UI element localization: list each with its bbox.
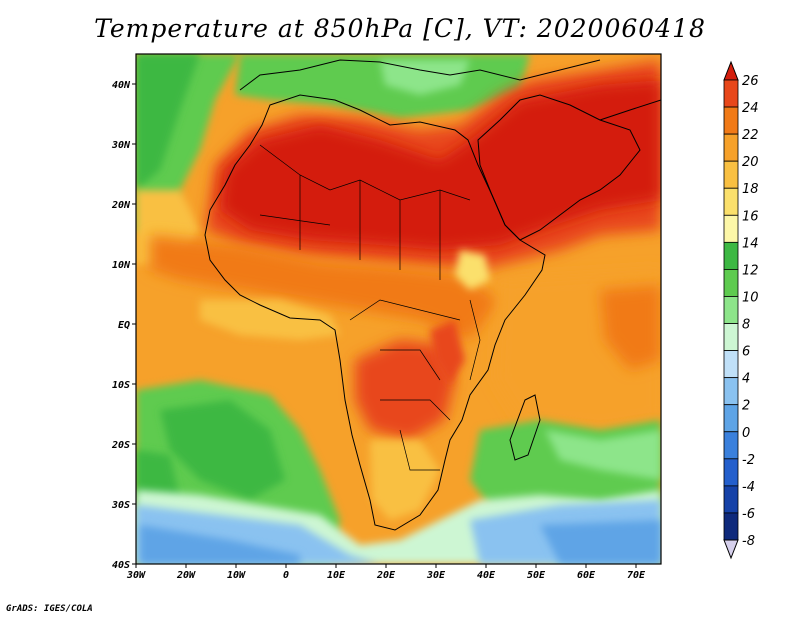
field-aegean bbox=[380, 60, 470, 95]
x-tick-label: 10W bbox=[227, 570, 246, 581]
axis-tick-marks bbox=[132, 83, 637, 568]
coastlines bbox=[204, 59, 661, 531]
political-borders bbox=[259, 144, 481, 471]
colorbar-swatch bbox=[723, 404, 739, 433]
x-tick-label: 30W bbox=[126, 570, 146, 581]
y-tick-label: 30S bbox=[111, 500, 130, 511]
y-tick-label: 10S bbox=[112, 380, 130, 391]
map-frame bbox=[135, 53, 662, 565]
field-ethiopia-highlands bbox=[455, 250, 490, 290]
colorbar-swatch bbox=[723, 187, 739, 216]
colorbar-swatch bbox=[723, 458, 739, 487]
colorbar-label: 22 bbox=[742, 128, 759, 143]
arabia-coastline bbox=[477, 94, 641, 241]
y-axis-labels: 40N 30N 20N 10N EQ 10S 20S 30S 40S bbox=[111, 80, 131, 571]
colorbar-swatch bbox=[723, 241, 739, 270]
field-nw-atlantic-core bbox=[136, 54, 200, 190]
colorbar-label: -4 bbox=[742, 480, 755, 495]
colorbar-swatch bbox=[723, 512, 739, 541]
field-southern-ocean-east-deep bbox=[540, 520, 661, 564]
colorbar-label: -6 bbox=[742, 507, 755, 522]
temperature-field bbox=[136, 54, 661, 564]
field-south-atlantic-core bbox=[160, 400, 285, 500]
field-south-africa-land bbox=[370, 440, 440, 520]
x-axis-labels: 30W 20W 10W 0 10E 20E 30E 40E 50E 60E 70… bbox=[126, 570, 646, 581]
europe-coast bbox=[239, 59, 601, 91]
y-tick-label: 20N bbox=[111, 200, 131, 211]
y-tick-label: EQ bbox=[118, 320, 130, 331]
colorbar-swatch bbox=[723, 377, 739, 406]
field-south-indian-light bbox=[545, 430, 661, 480]
colorbar-swatch bbox=[723, 106, 739, 135]
colorbar-label: 8 bbox=[742, 318, 750, 333]
colorbar-swatch bbox=[723, 269, 739, 297]
x-tick-label: 20E bbox=[376, 570, 396, 581]
africa-coastline bbox=[204, 94, 546, 531]
colorbar-label: 18 bbox=[742, 182, 759, 197]
colorbar-label: 4 bbox=[742, 372, 750, 387]
x-tick-label: 60E bbox=[577, 570, 596, 581]
colorbar-label: 14 bbox=[742, 236, 759, 251]
x-tick-label: 0 bbox=[283, 570, 289, 581]
field-sahel bbox=[150, 235, 500, 340]
y-tick-label: 10N bbox=[112, 260, 131, 271]
field-sahara-arabia-hot bbox=[220, 80, 661, 250]
colorbar-label: -8 bbox=[742, 534, 755, 549]
y-tick-label: 40S bbox=[112, 560, 130, 571]
map-title: Temperature at 850hPa [C], VT: 202006041… bbox=[94, 14, 706, 43]
colorbar-label: 20 bbox=[742, 155, 759, 170]
x-tick-label: 50E bbox=[527, 570, 546, 581]
y-tick-label: 40N bbox=[112, 80, 131, 91]
x-tick-label: 70E bbox=[627, 570, 646, 581]
field-sa-west bbox=[136, 450, 180, 500]
y-tick-label: 30N bbox=[111, 140, 131, 151]
colorbar-label: 26 bbox=[742, 74, 759, 89]
madagascar bbox=[509, 394, 541, 461]
colorbar-label: 0 bbox=[742, 426, 750, 441]
grads-credit: GrADS: IGES/COLA bbox=[6, 604, 93, 614]
colorbar-label: 16 bbox=[742, 209, 759, 224]
colorbar-top-arrow bbox=[723, 60, 739, 81]
colorbar-bottom-arrow bbox=[723, 539, 739, 560]
colorbar-swatch bbox=[723, 485, 739, 514]
x-tick-label: 10E bbox=[327, 570, 346, 581]
colorbar-swatch bbox=[723, 133, 739, 162]
colorbar-label: 2 bbox=[742, 399, 750, 414]
colorbar-swatch bbox=[723, 431, 739, 460]
colorbar-label: 10 bbox=[742, 290, 759, 305]
colorbar-swatch bbox=[723, 160, 739, 189]
colorbar-swatch bbox=[723, 79, 739, 108]
colorbar-swatch bbox=[723, 214, 739, 243]
colorbar-label: 12 bbox=[742, 263, 759, 278]
field-arabian-sea bbox=[600, 285, 661, 370]
colorbar-label: 6 bbox=[742, 345, 750, 360]
y-tick-label: 20S bbox=[111, 440, 130, 451]
iran-india-coast bbox=[599, 99, 661, 121]
colorbar-swatch bbox=[723, 296, 739, 324]
field-gulf-of-guinea bbox=[200, 300, 340, 340]
colorbar-label: 24 bbox=[742, 101, 759, 116]
colorbar-swatch bbox=[723, 323, 739, 351]
colorbar-label: -2 bbox=[742, 453, 755, 468]
x-tick-label: 30E bbox=[426, 570, 446, 581]
colorbar-swatch bbox=[723, 350, 739, 379]
x-tick-label: 20W bbox=[176, 570, 196, 581]
field-southern-ocean-west-deep bbox=[140, 525, 300, 564]
field-great-lakes-hot bbox=[430, 320, 465, 385]
x-tick-label: 40E bbox=[477, 570, 496, 581]
